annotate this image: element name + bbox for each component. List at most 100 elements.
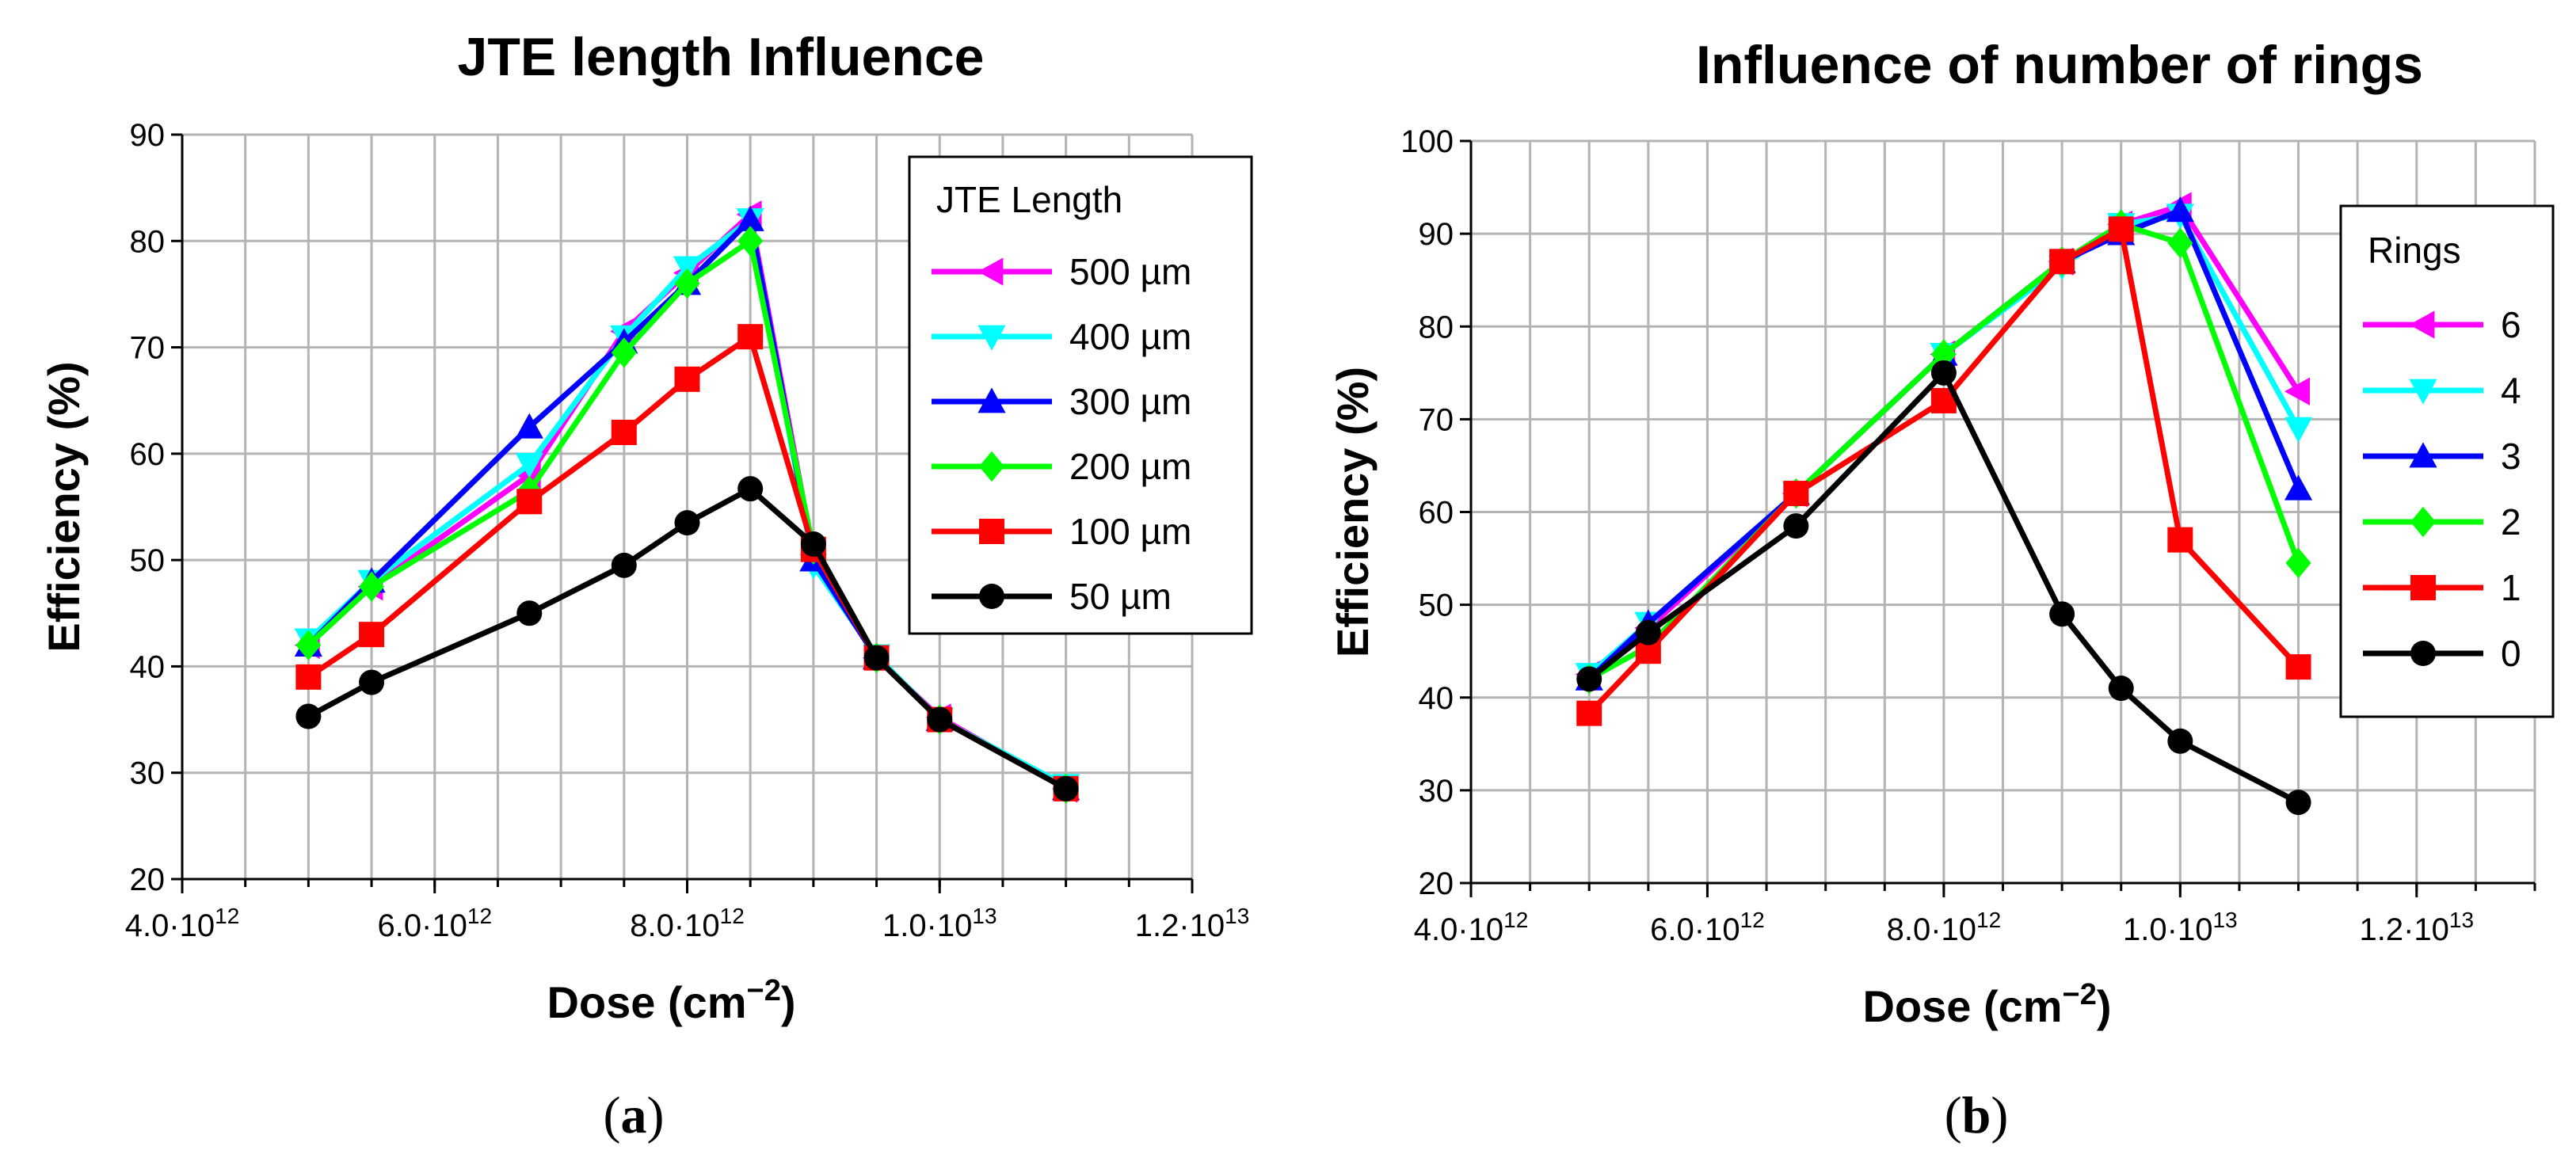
legend-marker — [977, 257, 1004, 286]
x-tick-label: 1.2·1013 — [1135, 904, 1250, 943]
data-point — [2049, 601, 2075, 627]
x-tick-label: 8.0·1012 — [1887, 908, 2002, 947]
legend-marker — [2409, 442, 2437, 468]
data-point — [674, 268, 700, 299]
legend-label: 200 µm — [1069, 446, 1191, 487]
data-point — [1635, 619, 1661, 645]
y-tick-label: 70 — [130, 331, 166, 366]
y-tick-label: 60 — [1419, 496, 1454, 531]
legend-marker — [979, 451, 1004, 482]
data-point — [1053, 775, 1079, 801]
x-tick-label: 1.0·1013 — [882, 904, 997, 943]
legend-title: Rings — [2368, 230, 2461, 271]
data-point — [359, 622, 385, 648]
data-point — [1576, 666, 1602, 692]
legend-label: 4 — [2501, 370, 2521, 411]
legend-label: 300 µm — [1069, 381, 1191, 422]
y-tick-label: 60 — [130, 437, 166, 472]
data-point — [2167, 227, 2193, 259]
data-point — [2167, 728, 2193, 754]
legend-entry: 100 µm — [932, 511, 1191, 552]
data-point — [737, 324, 764, 350]
data-point — [927, 706, 953, 733]
legend-marker — [977, 325, 1006, 351]
data-point — [2284, 474, 2313, 501]
data-point — [359, 669, 385, 695]
legend-label: 100 µm — [1069, 511, 1191, 552]
y-tick-label: 90 — [1419, 217, 1454, 252]
panel-caption: (b) — [1945, 1087, 2009, 1144]
y-tick-label: 30 — [1419, 774, 1454, 809]
series-5 — [295, 476, 1079, 801]
x-tick-label: 1.0·1013 — [2123, 908, 2238, 947]
data-point — [2285, 547, 2311, 579]
x-tick-label: 6.0·1012 — [377, 904, 492, 943]
data-point — [2108, 216, 2134, 242]
x-axis-label: Dose (cm−2) — [547, 974, 795, 1027]
y-axis-label: Efficiency (%) — [1328, 367, 1378, 657]
legend-marker — [979, 519, 1004, 544]
legend-marker — [2410, 575, 2436, 600]
y-axis-label: Efficiency (%) — [39, 361, 89, 652]
series-line — [1587, 226, 2301, 716]
data-point — [1783, 513, 1809, 539]
data-point — [2108, 676, 2134, 702]
legend-marker — [979, 584, 1004, 609]
legend-label: 3 — [2501, 436, 2521, 477]
data-point — [800, 531, 826, 557]
y-tick-label: 90 — [130, 118, 166, 153]
legend-label: 500 µm — [1069, 251, 1191, 292]
data-point — [515, 452, 543, 478]
legend-marker — [977, 387, 1006, 413]
y-tick-label: 20 — [1419, 866, 1454, 901]
data-point — [516, 489, 543, 515]
legend-label: 6 — [2501, 304, 2521, 345]
data-point — [295, 630, 322, 661]
data-point — [737, 226, 764, 257]
x-tick-label: 4.0·1012 — [125, 904, 240, 943]
data-point — [2049, 249, 2075, 275]
y-tick-label: 50 — [1419, 588, 1454, 623]
data-point — [1576, 700, 1602, 726]
data-point — [674, 366, 700, 392]
data-point — [515, 413, 543, 439]
data-point — [611, 552, 637, 578]
chart-number-of-rings: Influence of number of rings203040506070… — [1328, 35, 2555, 1144]
legend-marker — [2410, 641, 2436, 666]
legend-label: 400 µm — [1069, 316, 1191, 357]
legend-entry: 4 — [2363, 370, 2521, 411]
x-tick-label: 8.0·1012 — [630, 904, 745, 943]
x-tick-label: 4.0·1012 — [1414, 908, 1529, 947]
data-point — [516, 600, 543, 626]
x-tick-label: 6.0·1012 — [1650, 908, 1765, 947]
legend-marker — [2410, 506, 2436, 538]
data-point — [2285, 790, 2311, 816]
chart-title: JTE length Influence — [458, 27, 985, 87]
data-point — [737, 476, 764, 502]
y-tick-label: 20 — [130, 862, 166, 897]
y-tick-label: 100 — [1400, 124, 1454, 159]
data-point — [674, 510, 700, 536]
legend-entry: 1 — [2363, 567, 2521, 608]
legend-label: 50 µm — [1069, 576, 1172, 617]
y-tick-label: 40 — [1419, 681, 1454, 716]
legend: JTE Length 500 µm 400 µm 300 µm 200 µm 100 µm… — [908, 155, 1253, 635]
data-point — [1783, 481, 1809, 507]
legend-box — [908, 155, 1253, 635]
legend-entry: 6 — [2363, 304, 2521, 345]
x-tick-label: 1.2·1013 — [2359, 908, 2474, 947]
data-point — [1930, 360, 1957, 386]
panel-caption: (a) — [604, 1087, 665, 1144]
data-point — [2284, 417, 2313, 443]
legend-entry: 400 µm — [932, 316, 1191, 357]
chart-jte-length: JTE length Influence 20 30 40 50 60 70 80 90 4.0·… — [39, 27, 1253, 1144]
data-point — [2167, 527, 2193, 553]
legend-marker — [2409, 310, 2435, 339]
legend-entry: 3 — [2363, 436, 2521, 477]
data-point — [736, 205, 764, 231]
legend-entry: 0 — [2363, 633, 2521, 674]
y-tick-label: 80 — [1419, 310, 1454, 345]
legend-entry: 2 — [2363, 501, 2521, 543]
data-point — [2284, 377, 2310, 405]
legend: Rings 6 4 3 2 1 0 — [2339, 204, 2555, 718]
